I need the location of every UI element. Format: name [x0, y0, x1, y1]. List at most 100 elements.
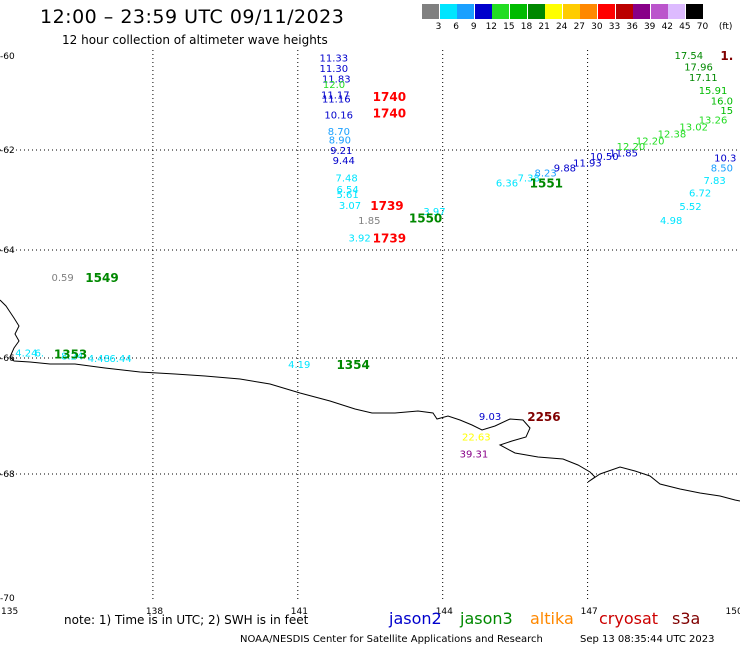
scale-swatch [527, 4, 545, 19]
scale-swatch [474, 4, 492, 19]
wave-height-value: 8.24 [61, 351, 83, 362]
scale-label: 6 [453, 22, 459, 32]
wave-height-value: 4.98 [660, 216, 682, 227]
wave-height-value: 17.11 [689, 73, 718, 84]
wave-height-value: 6.44 [109, 354, 131, 365]
wave-height-value: 5.52 [679, 202, 701, 213]
lon-label: 141 [291, 607, 308, 617]
wave-height-value: 6.36 [496, 179, 518, 190]
wave-height-value: 10.50 [590, 152, 619, 163]
wave-height-value: 4.24 [15, 349, 37, 360]
lon-label: 135 [1, 607, 18, 617]
map-title: 12:00 – 23:59 UTC 09/11/2023 [40, 6, 345, 28]
wave-height-value: 11.30 [320, 64, 349, 75]
lon-label: 150 [726, 607, 740, 617]
wave-height-value: 7.48 [335, 174, 357, 185]
wave-height-value: 8.70 [328, 127, 350, 138]
axis-labels: -60 -62 -64 -66 -68 -70 135 138 141 144 147 150 [0, 52, 740, 617]
scale-label: 18 [520, 22, 533, 32]
scale-label: 42 [661, 22, 674, 32]
scale-unit: (ft) [718, 22, 733, 32]
scale-label: 39 [643, 22, 656, 32]
wave-height-value: 3.07 [339, 201, 361, 212]
scale-label: 27 [573, 22, 586, 32]
wave-height-value: 6.54 [336, 185, 358, 196]
wave-height-value: 12.38 [658, 130, 687, 141]
wave-height-value: 22.63 [462, 432, 491, 443]
satellite-jason3: jason3 [460, 609, 513, 628]
wave-height-value: 1.85 [358, 216, 380, 227]
wave-height-value: 11.17 [321, 91, 350, 102]
wave-height-value: 10.16 [324, 110, 353, 121]
legend-note: note: 1) Time is in UTC; 2) SWH is in fe… [64, 613, 309, 627]
map-subtitle: 12 hour collection of altimeter wave hei… [62, 33, 328, 47]
scale-swatch [545, 4, 563, 19]
pass-number: 1549 [85, 271, 118, 285]
scale-label: 15 [503, 22, 515, 32]
scale-label: 33 [608, 22, 621, 32]
scale-swatch [439, 4, 457, 19]
pass-number: 1550 [409, 212, 442, 226]
wave-height-value: 5.61 [336, 190, 358, 201]
satellite-altika: altika [530, 609, 574, 628]
wave-height-labels: 11.3311.3011.8312.011.1711.1610.168.708.… [15, 51, 736, 461]
wave-height-value: 0.59 [51, 273, 73, 284]
wave-height-value: 3.97 [423, 207, 445, 218]
scale-label: 9 [470, 22, 477, 32]
scale-swatch [510, 4, 527, 19]
satellite-jason2: jason2 [389, 609, 442, 628]
wave-height-value: 11.93 [573, 159, 602, 170]
lat-label: -66 [0, 354, 15, 364]
credit-line: NOAA/NESDIS Center for Satellite Applica… [240, 634, 543, 645]
wave-height-value: 11.16 [322, 94, 351, 105]
pass-number-labels: 1740174017391739155015511549135313542256… [54, 49, 733, 424]
satellite-s3a: s3a [672, 609, 701, 628]
wave-height-value: 39.31 [460, 450, 489, 461]
lat-label: -64 [0, 246, 15, 256]
scale-swatch [668, 4, 686, 19]
wave-height-value: 13.02 [679, 123, 708, 134]
wave-height-value: 9.21 [330, 146, 352, 157]
wave-height-value: 9.88 [554, 164, 576, 175]
wave-height-value: 15 [720, 106, 733, 117]
scale-swatch [686, 4, 703, 19]
pass-number: 1. [720, 49, 733, 63]
wave-height-value: 4.19 [288, 360, 310, 371]
scale-swatch [492, 4, 510, 19]
wave-height-value: 13.26 [699, 115, 728, 126]
lat-label: -60 [0, 52, 15, 62]
scale-label: 3 [435, 22, 442, 32]
wave-height-value: 7.38 [518, 174, 540, 185]
scale-swatch [615, 4, 633, 19]
scale-swatch [562, 4, 580, 19]
wave-height-value: 9.03 [479, 412, 501, 423]
wave-height-value: 8.90 [329, 136, 351, 147]
wave-height-value: 16.0 [711, 97, 733, 108]
pass-number: 1551 [530, 177, 563, 191]
wave-height-value: 6.72 [689, 189, 711, 200]
lat-label: -68 [0, 470, 15, 480]
wave-height-value: 8.23 [534, 169, 556, 180]
lat-label: -62 [0, 146, 15, 156]
scale-swatch [598, 4, 615, 19]
generated-timestamp: Sep 13 08:35:44 UTC 2023 [580, 634, 715, 645]
scale-label: 45 [679, 22, 691, 32]
scale-swatch [422, 4, 439, 19]
lon-label: 147 [581, 607, 598, 617]
scale-label: 70 [696, 22, 709, 32]
wave-height-value: 6. [35, 349, 45, 360]
scale-swatch [650, 4, 668, 19]
pass-number: 1739 [373, 232, 406, 246]
satellite-cryosat: cryosat [599, 609, 659, 628]
pass-number: 1353 [54, 348, 87, 362]
scale-swatch [457, 4, 475, 19]
wave-height-value: 11.85 [609, 149, 638, 160]
wave-height-value: 17.54 [675, 51, 704, 62]
lon-label: 144 [436, 607, 453, 617]
pass-number: 1354 [336, 358, 369, 372]
pass-number: 1740 [373, 90, 406, 104]
wave-height-value: 12.20 [617, 142, 646, 153]
scale-label: 21 [538, 22, 550, 32]
wave-height-value: 10.3 [714, 154, 736, 165]
